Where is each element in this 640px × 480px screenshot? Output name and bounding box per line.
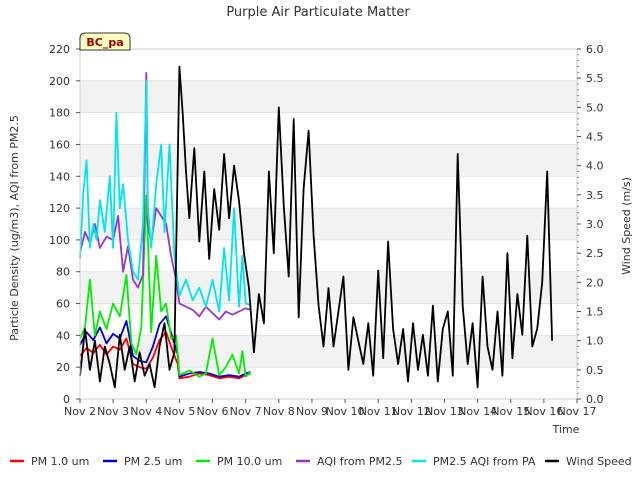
y-right-tick-label: 1.5 bbox=[586, 306, 604, 319]
chart-title: Purple Air Particulate Matter bbox=[226, 5, 410, 20]
badge-label: BC_pa bbox=[86, 36, 123, 49]
y-right-tick-label: 0.0 bbox=[586, 393, 604, 406]
y-right-tick-label: 3.5 bbox=[586, 189, 604, 202]
x-tick-label: Nov 12 bbox=[392, 405, 431, 418]
y-left-tick-label: 220 bbox=[49, 43, 70, 56]
x-tick-label: Nov 14 bbox=[458, 405, 497, 418]
legend: PM 1.0 um PM 2.5 um PM 10.0 um AQI from PM2… bbox=[10, 455, 632, 468]
y-left-tick-label: 60 bbox=[56, 298, 70, 311]
legend-label: PM2.5 AQI from PA bbox=[433, 455, 536, 468]
x-tick-label: Nov 4 bbox=[130, 405, 162, 418]
y-right-tick-label: 5.0 bbox=[586, 101, 604, 114]
x-tick-label: Nov 9 bbox=[296, 405, 328, 418]
series-line-pm2-5-aqi-from-pa bbox=[79, 79, 251, 313]
x-tick-label: Nov 5 bbox=[163, 405, 195, 418]
x-tick-label: Nov 10 bbox=[326, 405, 365, 418]
y-left-tick-label: 80 bbox=[56, 266, 70, 279]
x-tick-label: Nov 3 bbox=[97, 405, 129, 418]
series-lines bbox=[79, 65, 553, 389]
x-axis: Nov 2 Nov 3 Nov 4 Nov 5 Nov 6 Nov 7 Nov 8 Nov 9… bbox=[64, 399, 596, 418]
y-axis-right-label: Wind Speed (m/s) bbox=[620, 177, 633, 275]
x-tick-label: Nov 2 bbox=[64, 405, 96, 418]
y-left-tick-label: 180 bbox=[49, 107, 70, 120]
series-line-wind-speed bbox=[79, 65, 553, 389]
legend-label: PM 2.5 um bbox=[124, 455, 182, 468]
x-tick-label: Nov 8 bbox=[263, 405, 295, 418]
y-left-tick-label: 40 bbox=[56, 329, 70, 342]
x-tick-label: Nov 7 bbox=[230, 405, 262, 418]
legend-label: AQI from PM2.5 bbox=[317, 455, 402, 468]
badge: BC_pa bbox=[79, 32, 131, 51]
y-left-tick-label: 200 bbox=[49, 75, 70, 88]
legend-label: PM 10.0 um bbox=[217, 455, 282, 468]
y-left-tick-label: 160 bbox=[49, 138, 70, 151]
y-left-tick-label: 20 bbox=[56, 361, 70, 374]
y-left-tick-label: 120 bbox=[49, 202, 70, 215]
badge-shape bbox=[79, 32, 131, 51]
y-left-tick-label: 100 bbox=[49, 234, 70, 247]
y-right-tick-label: 4.0 bbox=[586, 160, 604, 173]
legend-label: Wind Speed bbox=[566, 455, 632, 468]
x-tick-label: Nov 13 bbox=[425, 405, 464, 418]
x-tick-label: Nov 15 bbox=[491, 405, 530, 418]
plot-band bbox=[80, 144, 577, 177]
y-axis-right: 0.0 0.5 1.0 1.5 2.0 2.5 3.0 3.5 4.0 4.5 5.0 5.5 6.0 bbox=[577, 43, 604, 406]
series-line-pm-10-0-um bbox=[79, 194, 252, 378]
legend-label: PM 1.0 um bbox=[31, 455, 89, 468]
y-left-tick-label: 0 bbox=[63, 393, 70, 406]
x-tick-label: Nov 17 bbox=[558, 405, 597, 418]
series-line-pm-2-5-um bbox=[79, 315, 251, 378]
y-right-tick-label: 2.5 bbox=[586, 247, 604, 260]
y-right-tick-label: 5.5 bbox=[586, 72, 604, 85]
y-axis-left: 0 20 40 60 80 100 120 140 160 180 200 220 bbox=[49, 43, 80, 406]
x-axis-label: Time bbox=[552, 423, 580, 436]
plot-band bbox=[80, 80, 577, 113]
series-line-aqi-from-pm2-5 bbox=[79, 72, 251, 321]
x-tick-label: Nov 16 bbox=[524, 405, 563, 418]
y-right-tick-label: 6.0 bbox=[586, 43, 604, 56]
plot-band bbox=[80, 208, 577, 240]
y-right-tick-label: 3.0 bbox=[586, 218, 604, 231]
y-right-tick-label: 1.0 bbox=[586, 335, 604, 348]
y-right-tick-label: 2.0 bbox=[586, 276, 604, 289]
x-tick-label: Nov 6 bbox=[197, 405, 229, 418]
y-right-tick-label: 4.5 bbox=[586, 131, 604, 144]
y-left-tick-label: 140 bbox=[49, 170, 70, 183]
y-axis-left-label: Particle Density (ug/m3), AQI from PM2.5 bbox=[8, 115, 21, 341]
x-tick-label: Nov 11 bbox=[359, 405, 398, 418]
y-right-tick-label: 0.5 bbox=[586, 364, 604, 377]
